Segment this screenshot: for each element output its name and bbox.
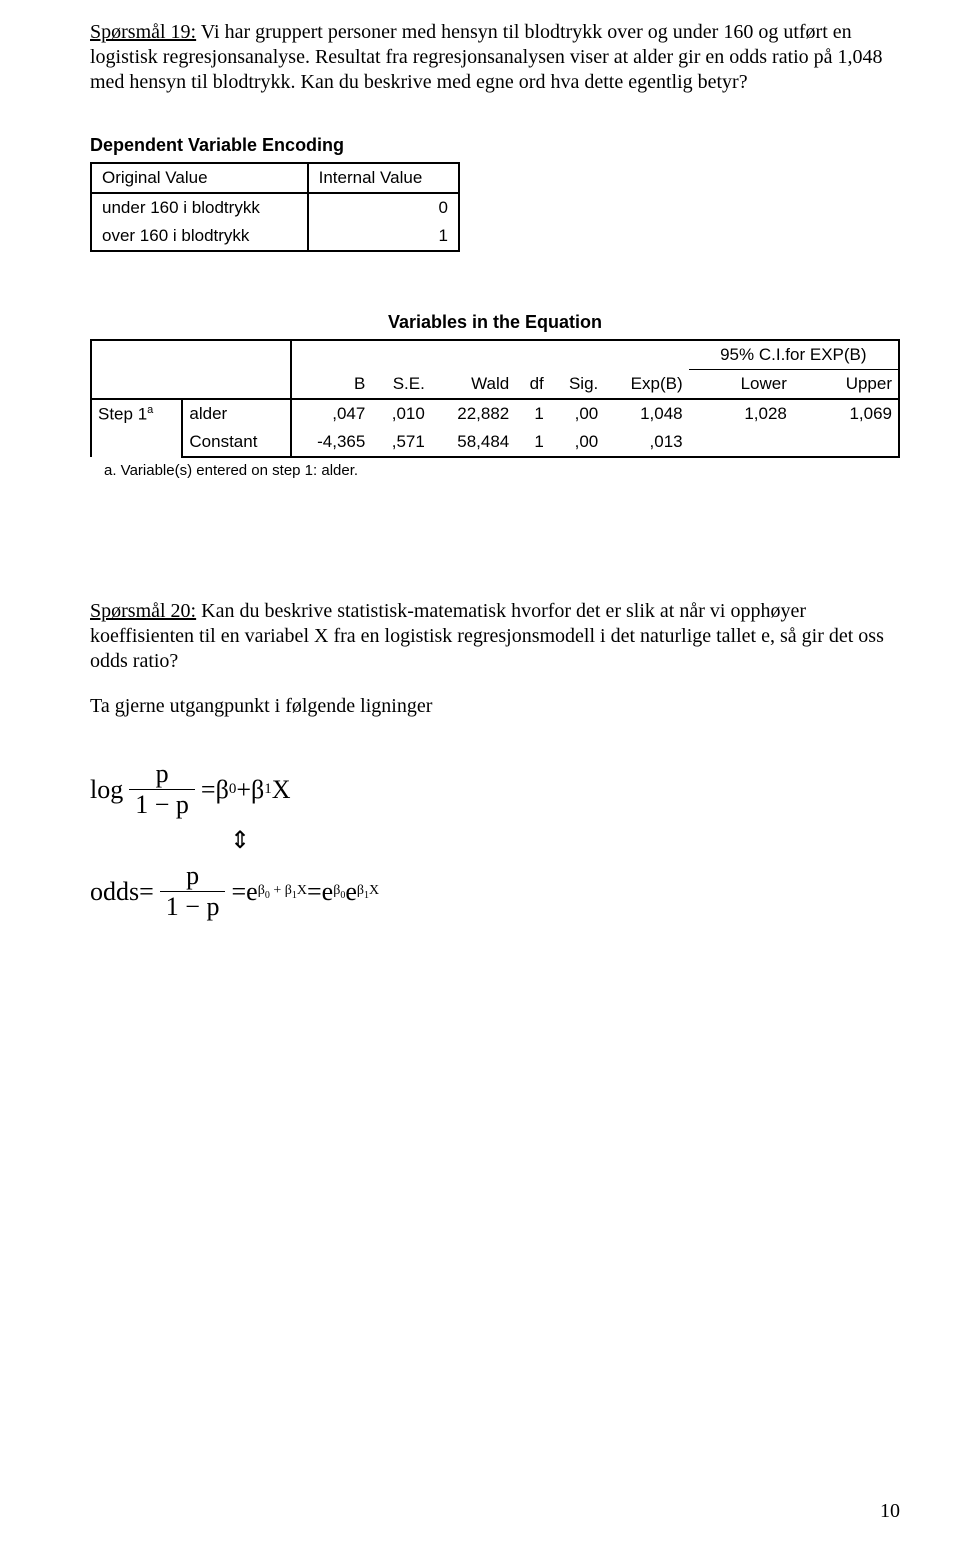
eq-eq1: = (201, 775, 216, 805)
eq-b0: β (216, 775, 229, 805)
vars-blank-df (515, 340, 550, 370)
eq-p1: p (129, 759, 195, 789)
vars-h2: Wald (431, 370, 515, 400)
step-sup: a (147, 404, 153, 416)
c02: 22,882 (431, 399, 515, 428)
vars-h0: B (291, 370, 372, 400)
eq-log: log p 1 − p = β0 + β1 X (90, 759, 900, 820)
vars-footnote: a. Variable(s) entered on step 1: alder. (104, 462, 900, 479)
c10: -4,365 (291, 428, 372, 457)
eq-eq4: = (307, 877, 322, 907)
eq-e2: e (322, 877, 334, 907)
vars-ci-header: 95% C.I.for EXP(B) (689, 340, 899, 370)
c14: ,00 (550, 428, 604, 457)
eq-1mp2: 1 − p (160, 892, 226, 922)
vars-blank-sig (550, 340, 604, 370)
q19-text: Vi har gruppert personer med hensyn til … (90, 21, 883, 93)
vars-h1: S.E. (371, 370, 430, 400)
vars-h7: Upper (793, 370, 899, 400)
vars-blank-exp (604, 340, 688, 370)
eq-plus1: + (236, 775, 251, 805)
c11: ,571 (371, 428, 430, 457)
q20-text: Kan du beskrive statistisk-matematisk hv… (90, 600, 884, 672)
enc-title: Dependent Variable Encoding (90, 135, 900, 156)
enc-r1-label: over 160 i blodtrykk (91, 222, 308, 251)
eq-exp1: β0 + β1X (258, 883, 307, 901)
c05: 1,048 (604, 399, 688, 428)
vars-h4: Sig. (550, 370, 604, 400)
eq-sub1: 1 (264, 781, 272, 798)
vars-title: Variables in the Equation (90, 312, 900, 333)
question-19: Spørsmål 19: Vi har gruppert personer me… (90, 20, 900, 95)
table-row: Constant -4,365 ,571 58,484 1 ,00 ,013 (91, 428, 899, 457)
c04: ,00 (550, 399, 604, 428)
c06: 1,028 (689, 399, 793, 428)
table-row: Step 1a alder ,047 ,010 22,882 1 ,00 1,0… (91, 399, 899, 428)
enc-r0-label: under 160 i blodtrykk (91, 193, 308, 222)
vars-blank2 (91, 370, 291, 400)
table-row: over 160 i blodtrykk 1 (91, 222, 459, 251)
c03: 1 (515, 399, 550, 428)
variables-table: 95% C.I.for EXP(B) B S.E. Wald df Sig. E… (90, 339, 900, 458)
q19-label: Spørsmål 19: (90, 21, 196, 43)
eq-odds-word: odds (90, 877, 139, 907)
vars-h6: Lower (689, 370, 793, 400)
enc-h0: Original Value (91, 163, 308, 193)
vars-h3: df (515, 370, 550, 400)
vars-blank-b (291, 340, 372, 370)
c12: 58,484 (431, 428, 515, 457)
step-text: Step 1 (98, 405, 147, 424)
c16 (689, 428, 793, 457)
enc-h1: Internal Value (308, 163, 459, 193)
enc-r1-val: 1 (308, 222, 459, 251)
updown-arrow-icon: ⇕ (230, 826, 900, 855)
vars-blank-se (371, 340, 430, 370)
equations: log p 1 − p = β0 + β1 X ⇕ odds = p 1 − p… (90, 759, 900, 922)
eq-frac2: p 1 − p (160, 861, 226, 922)
c15: ,013 (604, 428, 688, 457)
q20-label: Spørsmål 20: (90, 600, 196, 622)
var-name-1: Constant (182, 428, 290, 457)
eq-e3: e (345, 877, 357, 907)
eq-exp2: β0 (333, 883, 345, 901)
encoding-table: Original Value Internal Value under 160 … (90, 162, 460, 252)
eq-eq3: = (231, 877, 246, 907)
enc-r0-val: 0 (308, 193, 459, 222)
eq-e1: e (246, 877, 258, 907)
eq-log-word: log (90, 775, 123, 805)
table-row: under 160 i blodtrykk 0 (91, 193, 459, 222)
page-number: 10 (880, 1500, 900, 1523)
vars-h5: Exp(B) (604, 370, 688, 400)
eq-odds: odds = p 1 − p = eβ0 + β1X = eβ0 eβ1X (90, 861, 900, 922)
step-label: Step 1a (91, 399, 182, 457)
var-name-0: alder (182, 399, 290, 428)
question-20: Spørsmål 20: Kan du beskrive statistisk-… (90, 599, 900, 674)
takeoff: Ta gjerne utgangpunkt i følgende ligning… (90, 694, 900, 719)
eq-frac1: p 1 − p (129, 759, 195, 820)
vars-blank (91, 340, 291, 370)
c00: ,047 (291, 399, 372, 428)
c13: 1 (515, 428, 550, 457)
eq-X1: X (272, 775, 291, 805)
eq-exp3: β1X (357, 883, 379, 901)
c01: ,010 (371, 399, 430, 428)
eq-1mp1: 1 − p (129, 790, 195, 820)
c07: 1,069 (793, 399, 899, 428)
eq-p2: p (160, 861, 226, 891)
eq-sub0: 0 (229, 781, 237, 798)
vars-blank-w (431, 340, 515, 370)
eq-eq2: = (139, 877, 154, 907)
eq-b1: β (251, 775, 264, 805)
c17 (793, 428, 899, 457)
